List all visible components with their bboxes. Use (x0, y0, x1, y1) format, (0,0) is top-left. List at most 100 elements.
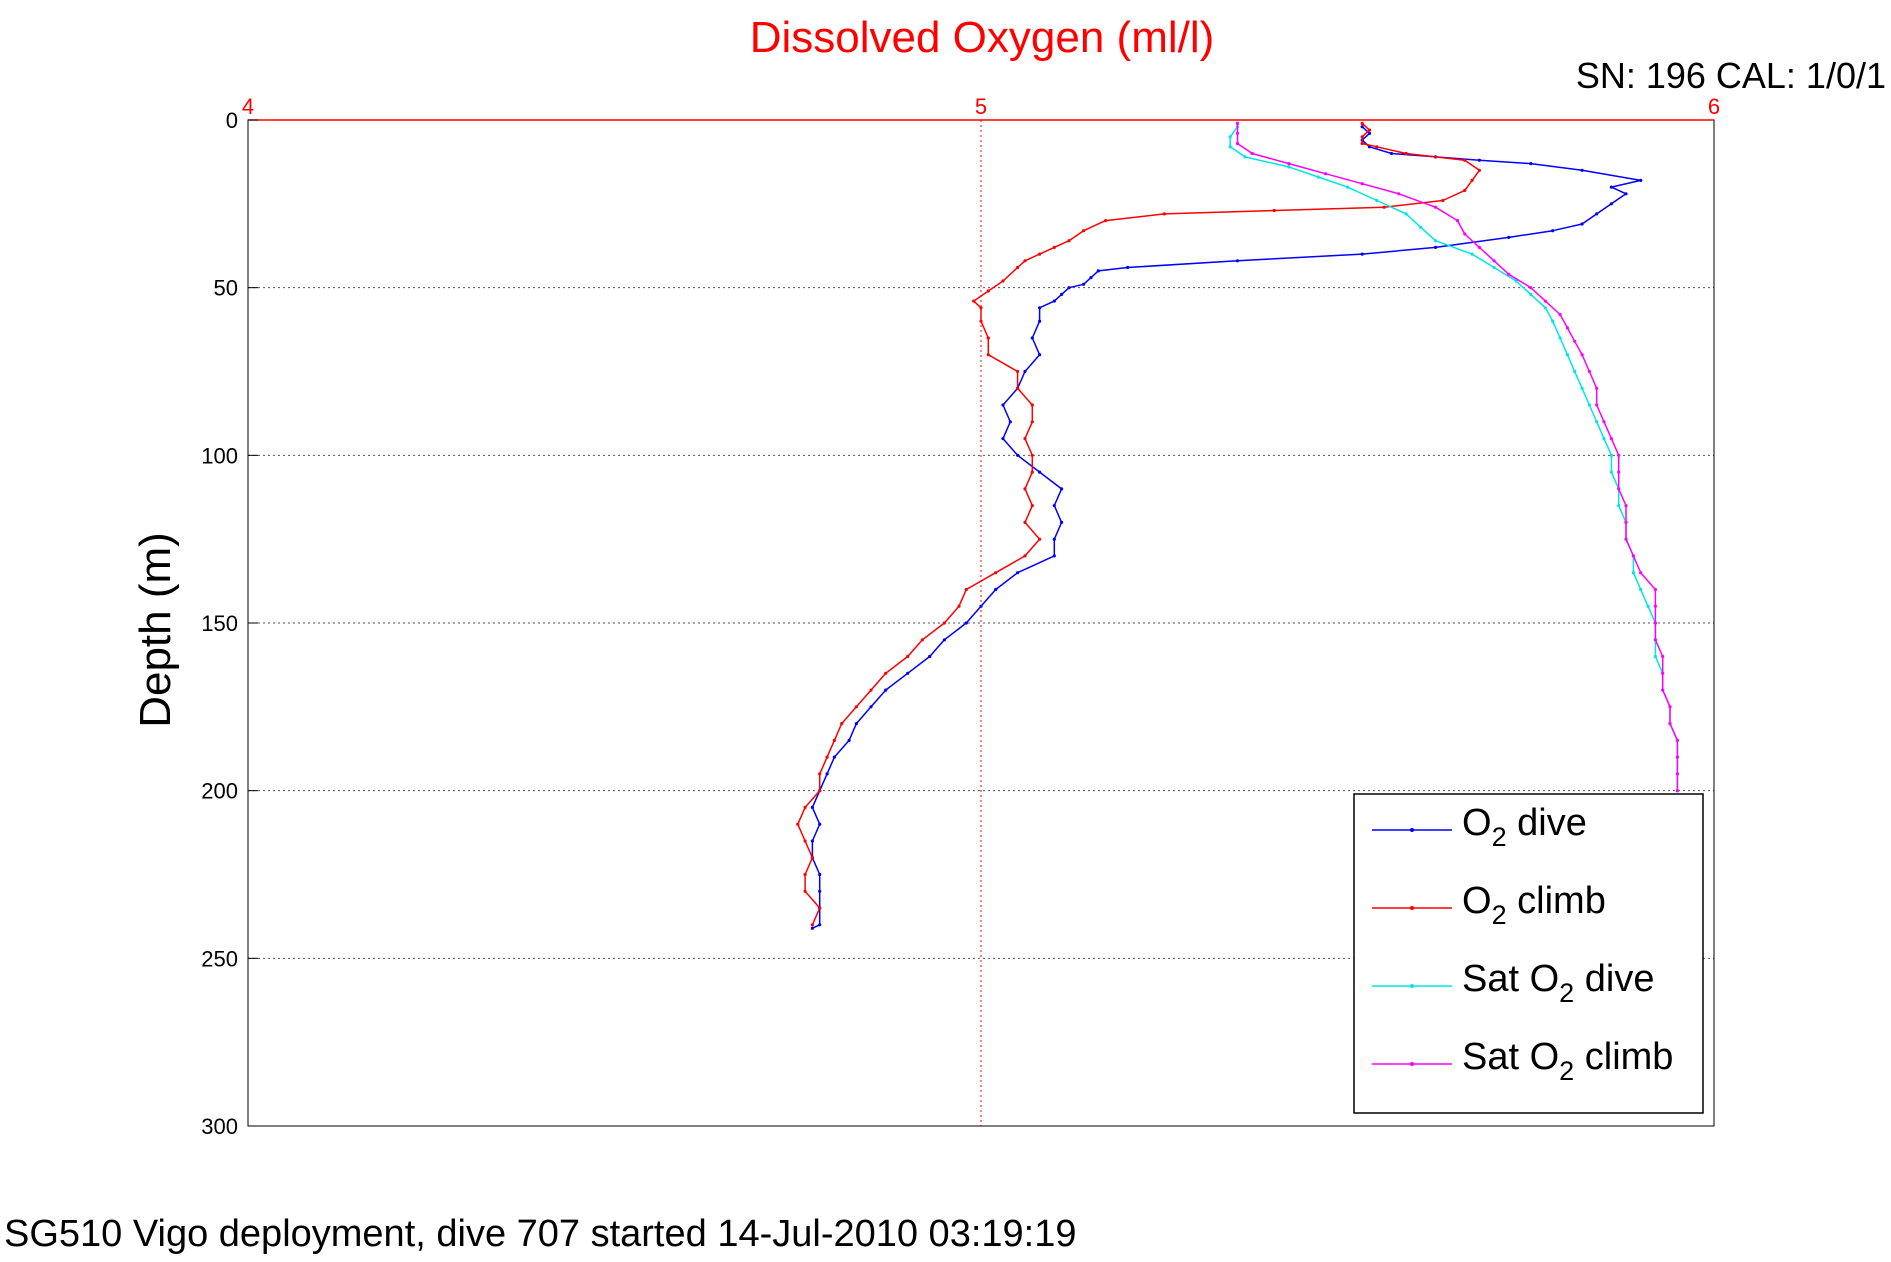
data-point-o2-dive (1624, 192, 1628, 196)
y-tick-label: 0 (226, 108, 238, 133)
data-point-o2-dive (1551, 229, 1555, 233)
data-point-o2-dive (1038, 353, 1042, 357)
data-point-o2-dive (1060, 292, 1064, 296)
data-point-o2-dive (1023, 369, 1027, 374)
data-point-sat-o2-climb (1360, 182, 1364, 186)
data-point-o2-climb (1360, 135, 1364, 139)
data-point-sat-o2-dive (1375, 198, 1379, 203)
data-point-sat-o2-climb (1580, 353, 1584, 357)
data-point-o2-dive (1096, 269, 1100, 273)
data-point-sat-o2-climb (1463, 232, 1467, 236)
data-point-sat-o2-climb (1668, 705, 1672, 709)
data-point-o2-climb (1067, 239, 1071, 243)
data-point-o2-dive (869, 705, 873, 709)
data-point-o2-climb (818, 906, 822, 910)
data-point-sat-o2-climb (1653, 638, 1657, 642)
data-point-o2-climb (1001, 279, 1005, 283)
data-point-sat-o2-climb (1675, 738, 1679, 743)
data-point-o2-climb (1038, 537, 1042, 541)
data-point-sat-o2-dive (1609, 453, 1613, 457)
data-point-o2-dive (964, 621, 968, 625)
data-point-o2-dive (1235, 259, 1240, 263)
data-point-sat-o2-dive (1404, 212, 1408, 216)
data-point-sat-o2-climb (1507, 272, 1511, 276)
data-point-sat-o2-climb (1661, 671, 1665, 675)
data-point-o2-dive (1609, 185, 1613, 189)
data-point-sat-o2-dive (1228, 135, 1232, 139)
data-point-o2-climb (884, 671, 888, 675)
data-point-o2-dive (810, 926, 815, 930)
data-point-sat-o2-dive (1287, 165, 1291, 169)
data-point-sat-o2-dive (1602, 437, 1606, 441)
data-point-sat-o2-climb (1477, 245, 1481, 249)
data-point-sat-o2-climb (1675, 789, 1679, 793)
data-point-sat-o2-dive (1316, 175, 1320, 179)
data-point-sat-o2-climb (1653, 604, 1657, 608)
data-point-sat-o2-dive (1470, 252, 1474, 256)
data-point-sat-o2-dive (1631, 571, 1635, 575)
data-point-o2-dive (1126, 265, 1130, 270)
data-point-o2-dive (1639, 178, 1643, 182)
data-point-o2-climb (818, 789, 822, 793)
data-point-o2-dive (1016, 571, 1020, 575)
data-point-o2-dive (1082, 282, 1086, 286)
legend-label-o2-dive: O2 dive (1462, 802, 1587, 852)
data-point-o2-climb (803, 839, 807, 843)
data-point-o2-dive (854, 722, 859, 726)
data-point-sat-o2-dive (1617, 504, 1621, 508)
data-point-o2-climb (1367, 128, 1372, 132)
data-point-o2-dive (942, 638, 947, 642)
data-point-o2-dive (1008, 420, 1012, 424)
data-point-o2-dive (818, 872, 822, 877)
series-line-o2-dive (811, 126, 1642, 929)
data-point-o2-climb (1477, 168, 1481, 172)
data-point-o2-dive (1609, 202, 1613, 206)
data-point-sat-o2-climb (1661, 688, 1665, 692)
legend: O2 dive O2 climb Sat O2 dive Sat O2 climb (1353, 793, 1704, 1114)
data-point-o2-dive (1529, 162, 1533, 166)
data-point-sat-o2-climb (1675, 755, 1679, 759)
footer-caption: SG510 Vigo deployment, dive 707 started … (4, 1213, 1076, 1255)
data-point-sat-o2-dive (1573, 369, 1577, 374)
y-tick-label: 100 (201, 443, 238, 468)
data-point-o2-climb (986, 353, 990, 357)
data-point-o2-climb (854, 705, 859, 709)
data-point-sat-o2-dive (1492, 265, 1496, 270)
data-point-o2-climb (994, 571, 998, 575)
data-point-o2-climb (1023, 437, 1027, 441)
data-point-o2-dive (1052, 537, 1056, 541)
data-point-o2-climb (964, 587, 968, 592)
data-point-sat-o2-climb (1323, 172, 1328, 176)
data-point-sat-o2-dive (1580, 386, 1584, 390)
data-point-sat-o2-climb (1653, 587, 1657, 592)
data-point-o2-dive (825, 772, 829, 776)
data-point-o2-climb (810, 923, 815, 927)
data-point-sat-o2-climb (1617, 487, 1621, 491)
data-point-sat-o2-climb (1617, 470, 1621, 474)
data-point-o2-dive (1595, 212, 1599, 216)
data-point-o2-climb (1382, 205, 1386, 209)
data-point-sat-o2-climb (1235, 131, 1240, 135)
data-point-o2-climb (979, 306, 983, 310)
data-point-o2-dive (884, 688, 888, 692)
y-tick-label: 250 (201, 946, 238, 971)
data-point-sat-o2-climb (1492, 259, 1496, 263)
data-point-sat-o2-climb (1397, 192, 1401, 196)
data-point-o2-dive (1367, 131, 1372, 135)
data-point-o2-climb (986, 289, 990, 293)
data-point-sat-o2-climb (1235, 121, 1240, 125)
legend-label-sat-o2-climb: Sat O2 climb (1462, 1036, 1673, 1086)
data-point-o2-climb (1016, 265, 1020, 270)
data-point-o2-dive (1052, 554, 1056, 558)
data-point-sat-o2-climb (1529, 286, 1533, 290)
data-point-o2-climb (1404, 151, 1408, 156)
data-point-sat-o2-dive (1345, 185, 1350, 189)
data-point-sat-o2-climb (1595, 386, 1599, 390)
data-point-o2-dive (1433, 245, 1438, 249)
legend-marker-sat-o2-climb (1410, 1062, 1414, 1066)
data-point-o2-climb (920, 638, 925, 642)
data-point-sat-o2-climb (1631, 554, 1635, 558)
data-point-sat-o2-dive (1419, 225, 1423, 229)
data-point-sat-o2-dive (1243, 155, 1247, 159)
data-point-o2-climb (972, 299, 976, 303)
